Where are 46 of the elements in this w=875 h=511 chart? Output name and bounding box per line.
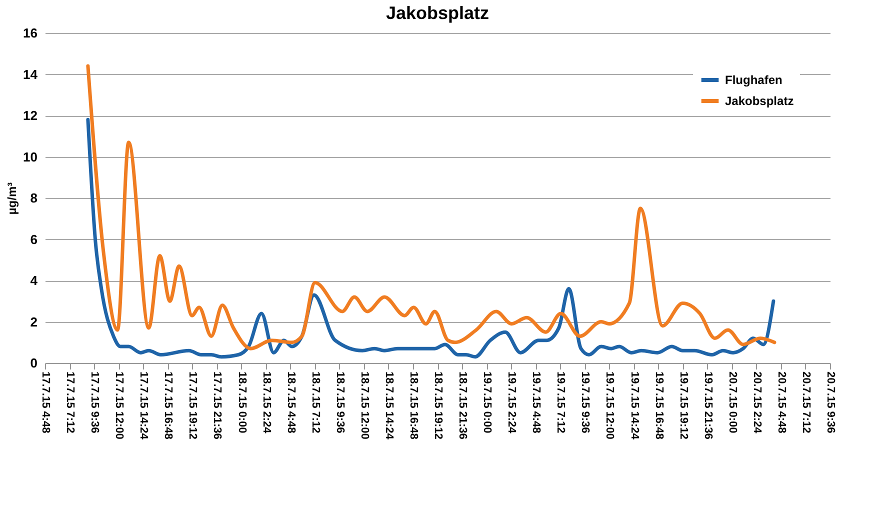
- y-tick-label: 4: [30, 273, 38, 288]
- y-axis-title: µg/m³: [5, 182, 20, 215]
- x-tick-label: 18.7.15 9:36: [334, 372, 346, 434]
- x-tick-label: 19.7.15 16:48: [652, 372, 665, 440]
- x-tick-label: 19.7.15 9:36: [579, 372, 592, 434]
- x-tick-label: 18.7.15 2:24: [260, 372, 272, 434]
- legend-label: Flughafen: [725, 73, 782, 87]
- y-tick-label: 0: [30, 356, 38, 370]
- y-tick-label: 14: [23, 66, 38, 82]
- x-tick-label: 17.7.15 12:00: [113, 372, 126, 440]
- x-tick-label: 18.7.15 21:36: [456, 372, 469, 440]
- x-tick-label: 19.7.15 7:12: [554, 372, 567, 434]
- y-tick-label: 2: [30, 314, 38, 330]
- y-tick-label: 8: [30, 190, 38, 206]
- x-tick-label: 18.7.15 19:12: [432, 372, 444, 440]
- chart-title: Jakobsplatz: [386, 3, 490, 23]
- x-tick-label: 18.7.15 16:48: [407, 372, 420, 440]
- x-tick-label: 19.7.15 4:48: [530, 372, 542, 434]
- x-tick-label: 18.7.15 12:00: [358, 372, 370, 440]
- x-tick-label: 20.7.15 7:12: [800, 372, 812, 434]
- x-tick-label: 19.7.15 19:12: [677, 372, 690, 440]
- x-tick-label: 17.7.15 14:24: [138, 372, 150, 440]
- x-tick-label: 17.7.15 19:12: [186, 372, 199, 440]
- y-tick-label: 12: [23, 108, 38, 123]
- legend-label: Jakobsplatz: [725, 94, 794, 108]
- x-tick-label: 20.7.15 9:36: [824, 372, 836, 434]
- x-tick-label: 18.7.15 7:12: [309, 372, 322, 434]
- x-tick-label: 17.7.15 4:48: [40, 372, 52, 434]
- x-tick-label: 19.7.15 21:36: [702, 372, 714, 440]
- x-tick-label: 17.7.15 16:48: [162, 372, 174, 440]
- x-tick-label: 17.7.15 9:36: [88, 372, 101, 434]
- x-tick-label: 17.7.15 21:36: [211, 372, 224, 440]
- x-tick-label: 18.7.15 0:00: [236, 372, 248, 434]
- y-tick-label: 10: [23, 149, 38, 164]
- x-tick-label: 18.7.15 4:48: [284, 372, 297, 434]
- x-tick-label: 18.7.15 14:24: [382, 372, 395, 440]
- y-tick-label: 6: [30, 232, 38, 247]
- x-tick-label: 19.7.15 12:00: [604, 372, 616, 440]
- y-tick-label: 16: [23, 26, 38, 40]
- x-tick-label: 17.7.15 7:12: [64, 372, 76, 434]
- x-tick-label: 20.7.15 4:48: [775, 372, 788, 434]
- x-tick-label: 20.7.15 0:00: [726, 372, 738, 434]
- x-tick-label: 20.7.15 2:24: [750, 372, 763, 434]
- x-tick-label: 19.7.15 2:24: [506, 372, 518, 434]
- x-tick-label: 19.7.15 0:00: [481, 372, 494, 434]
- x-tick-label: 19.7.15 14:24: [628, 372, 640, 440]
